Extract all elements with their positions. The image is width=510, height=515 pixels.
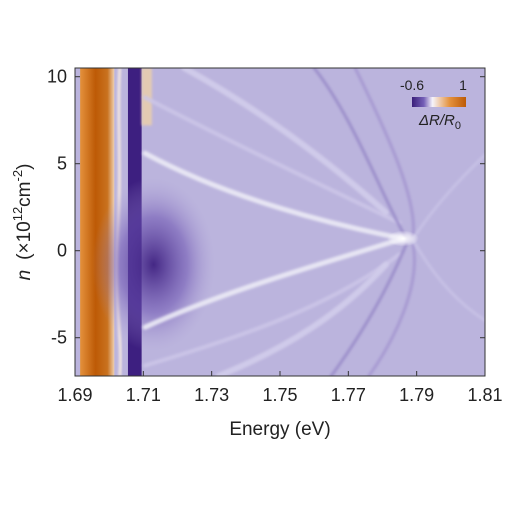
feature-curve-9	[367, 243, 416, 376]
x-tick-label: 1.69	[57, 385, 92, 405]
feature-curve-11	[411, 238, 485, 322]
y-axis-label: n (×1012cm-2)	[10, 164, 35, 281]
y-axis-variable: n	[14, 270, 35, 281]
y-axis-multiplier: ×10	[14, 221, 35, 253]
colorbar-label: ΔR/R0	[418, 112, 461, 132]
y-axis-exponent: 12	[10, 207, 25, 221]
heatmap-plot-area	[75, 68, 485, 376]
y-tick-label: 5	[57, 154, 67, 174]
colorbar-max-label: 1	[459, 77, 467, 93]
feature-curve-10	[411, 153, 485, 241]
x-axis-label: Energy (eV)	[229, 419, 330, 440]
x-tick-label: 1.75	[262, 385, 297, 405]
feature-curve-3	[143, 252, 402, 368]
feature-curve-8	[329, 242, 408, 376]
x-tick-label: 1.79	[399, 385, 434, 405]
y-axis-unit: cm	[14, 181, 35, 206]
y-tick-label: 0	[57, 241, 67, 261]
x-tick-label: 1.77	[331, 385, 366, 405]
y-axis-open-paren: (	[14, 253, 35, 260]
x-tick-label: 1.73	[194, 385, 229, 405]
feature-curve-1	[142, 236, 406, 330]
x-axis: 1.69 1.71 1.73 1.75 1.77 1.79 1.81	[57, 371, 503, 405]
feature-curve-2	[143, 95, 402, 225]
x-tick-label: 1.81	[467, 385, 502, 405]
y-axis-close-paren: )	[14, 164, 35, 170]
bright-resonance-spot	[387, 230, 419, 247]
y-tick-label: -5	[51, 328, 67, 348]
feature-curve-6	[312, 68, 408, 241]
x-tick-label: 1.71	[126, 385, 161, 405]
feature-lines	[142, 68, 485, 376]
feature-curve-7	[353, 68, 416, 237]
y-tick-label: 10	[47, 67, 67, 87]
colorbar-gradient	[412, 97, 466, 107]
feature-curve-4	[181, 68, 389, 216]
colorbar-min-label: -0.6	[400, 77, 424, 93]
feature-curve-0	[142, 150, 406, 242]
colorbar: -0.6 1 ΔR/R0	[400, 77, 467, 132]
y-axis: -5 0 5 10	[47, 67, 485, 348]
feature-curve-5	[215, 261, 389, 376]
y-axis-unit-exponent: -2	[10, 170, 25, 182]
